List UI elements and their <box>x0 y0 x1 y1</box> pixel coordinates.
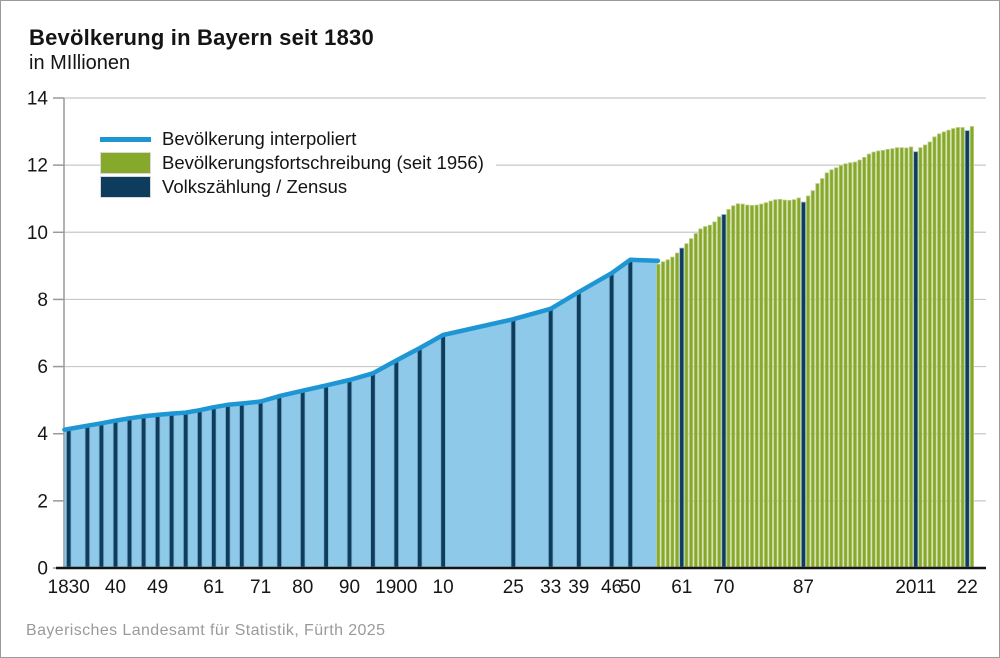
legend-item-label: Bevölkerung interpoliert <box>162 128 357 149</box>
svg-text:61: 61 <box>671 577 692 598</box>
legend-item-zensus: Volkszählung / Zensus <box>100 175 484 199</box>
svg-text:80: 80 <box>292 577 313 598</box>
svg-text:90: 90 <box>339 577 360 598</box>
chart-legend: Bevölkerung interpoliert Bevölkerungsfor… <box>100 127 496 199</box>
svg-text:71: 71 <box>250 577 271 598</box>
legend-navy-swatch-icon <box>100 176 151 198</box>
page-title: Bevölkerung in Bayern seit 1830 <box>29 25 374 50</box>
legend-item-fortschreibung: Bevölkerungsfortschreibung (seit 1956) <box>100 151 484 175</box>
legend-green-swatch-icon <box>100 152 151 174</box>
source-note: Bayerisches Landesamt für Statistik, Für… <box>26 622 386 639</box>
svg-text:61: 61 <box>203 577 224 598</box>
chart-header: Bevölkerung in Bayern seit 1830 in MIlli… <box>29 25 374 75</box>
svg-text:1830: 1830 <box>48 577 90 598</box>
svg-text:39: 39 <box>568 577 589 598</box>
svg-text:2: 2 <box>37 491 48 512</box>
svg-text:4: 4 <box>37 424 48 445</box>
svg-text:8: 8 <box>37 290 48 311</box>
svg-text:33: 33 <box>540 577 561 598</box>
svg-text:50: 50 <box>620 577 641 598</box>
svg-text:46: 46 <box>601 577 622 598</box>
legend-item-label: Volkszählung / Zensus <box>162 176 348 197</box>
page-subtitle: in MIllionen <box>29 52 131 74</box>
svg-text:22: 22 <box>957 577 978 598</box>
svg-text:14: 14 <box>27 89 49 110</box>
svg-text:70: 70 <box>713 577 734 598</box>
svg-text:1900: 1900 <box>375 577 417 598</box>
svg-text:87: 87 <box>793 577 814 598</box>
svg-text:49: 49 <box>147 577 168 598</box>
legend-item-label: Bevölkerungsfortschreibung (seit 1956) <box>162 152 484 173</box>
svg-text:0: 0 <box>37 559 48 580</box>
svg-text:2011: 2011 <box>895 577 936 598</box>
svg-text:40: 40 <box>105 577 126 598</box>
svg-text:10: 10 <box>27 223 48 244</box>
legend-line-swatch-icon <box>100 136 151 142</box>
svg-text:12: 12 <box>27 156 48 177</box>
legend-item-interpolated: Bevölkerung interpoliert <box>100 127 484 151</box>
svg-text:10: 10 <box>433 577 454 598</box>
svg-text:25: 25 <box>503 577 524 598</box>
svg-text:6: 6 <box>37 357 48 378</box>
